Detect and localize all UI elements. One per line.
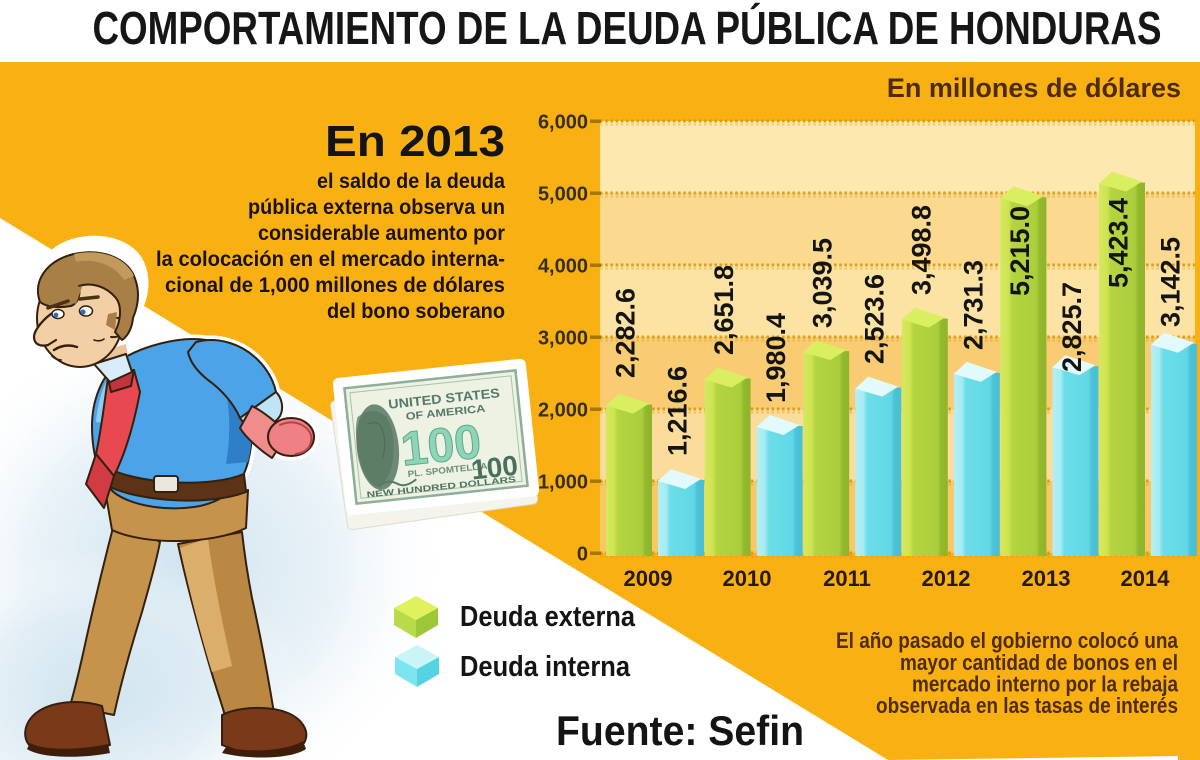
svg-text:Deuda interna: Deuda interna [460,651,631,683]
svg-text:6,000: 6,000 [538,112,588,134]
svg-text:2012: 2012 [922,566,971,591]
svg-text:5,000: 5,000 [538,184,588,206]
svg-text:2,523.6: 2,523.6 [860,274,890,364]
svg-text:del bono soberano: del bono soberano [327,299,505,323]
svg-text:Deuda externa: Deuda externa [460,601,636,633]
svg-text:El año pasado el gobierno colo: El año pasado el gobierno colocó una [836,628,1179,653]
svg-text:100: 100 [470,450,520,486]
svg-text:el saldo de la deuda: el saldo de la deuda [317,169,506,193]
svg-text:En 2013: En 2013 [325,117,505,166]
svg-text:mercado interno por la rebaja: mercado interno por la rebaja [912,672,1179,697]
svg-text:2013: 2013 [1022,566,1071,591]
svg-text:3,498.8: 3,498.8 [906,205,936,295]
svg-text:la colocación en el mercado in: la colocación en el mercado interna- [156,247,505,271]
svg-text:mayor cantidad de bonos en el: mayor cantidad de bonos en el [900,650,1178,675]
svg-text:En millones de dólares: En millones de dólares [887,73,1181,103]
svg-text:considerable aumento por: considerable aumento por [258,221,506,245]
svg-text:5,215.0: 5,215.0 [1005,206,1035,296]
svg-text:0: 0 [577,544,588,566]
svg-text:2009: 2009 [624,566,673,591]
svg-text:2,282.6: 2,282.6 [611,288,641,378]
svg-text:3,142.5: 3,142.5 [1156,237,1186,327]
svg-text:COMPORTAMIENTO DE LA DEUDA PÚB: COMPORTAMIENTO DE LA DEUDA PÚBLICA DE HO… [93,2,1162,54]
svg-text:observada en las tasas de inte: observada en las tasas de interés [876,693,1178,718]
svg-text:Fuente: Sefin: Fuente: Sefin [556,707,804,754]
svg-text:2,651.8: 2,651.8 [709,265,739,355]
svg-text:2011: 2011 [823,566,871,591]
svg-text:2,731.3: 2,731.3 [958,260,988,350]
svg-text:cional de 1,000 millones de dó: cional de 1,000 millones de dólares [165,273,505,297]
svg-text:1,000: 1,000 [538,472,588,494]
svg-text:4,000: 4,000 [538,256,588,278]
svg-text:pública externa observa un: pública externa observa un [248,195,505,219]
svg-text:2,825.7: 2,825.7 [1057,282,1087,372]
svg-text:2014: 2014 [1121,566,1171,591]
svg-text:1,980.4: 1,980.4 [761,313,791,403]
svg-text:2010: 2010 [723,566,772,591]
svg-text:100: 100 [398,415,483,476]
svg-text:3,039.5: 3,039.5 [808,238,838,328]
svg-text:5,423.4: 5,423.4 [1104,198,1134,288]
svg-text:1,216.6: 1,216.6 [663,366,693,456]
svg-text:3,000: 3,000 [538,328,588,350]
svg-text:2,000: 2,000 [538,400,588,422]
